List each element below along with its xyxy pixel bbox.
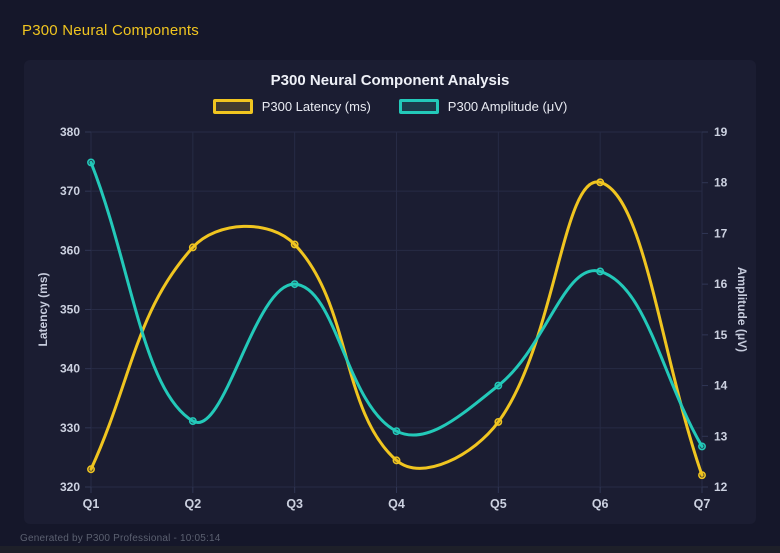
x-axis-tick-label: Q7 [694, 497, 711, 511]
x-axis-tick-label: Q2 [184, 497, 201, 511]
data-point-series-0[interactable] [290, 240, 299, 249]
data-point-series-1[interactable] [494, 381, 503, 390]
left-axis-tick-label: 340 [60, 362, 80, 376]
legend-item-latency[interactable]: P300 Latency (ms) [212, 99, 371, 114]
x-axis-tick-label: Q5 [490, 497, 507, 511]
legend-label-latency: P300 Latency (ms) [261, 99, 371, 114]
data-point-series-0[interactable] [698, 471, 706, 480]
left-axis-tick-label: 350 [60, 303, 80, 317]
data-point-series-0[interactable] [494, 417, 503, 426]
right-axis-title: Amplitude (μV) [735, 267, 749, 352]
data-point-series-1[interactable] [87, 158, 95, 167]
footer-note: Generated by P300 Professional - 10:05:1… [20, 533, 221, 544]
chart-panel: 320 330 340 350 360 370 380 12 13 14 15 16 17 18 19 Q1 Q… [24, 60, 756, 524]
legend-swatch-latency [212, 99, 253, 114]
left-axis-tick-label: 380 [60, 125, 80, 139]
right-axis-tick-label: 16 [714, 277, 728, 291]
line-chart-canvas: 320 330 340 350 360 370 380 12 13 14 15 16 17 18 19 Q1 Q… [36, 125, 749, 511]
right-axis-tick-label: 14 [714, 379, 728, 393]
left-axis-tick-label: 360 [60, 243, 80, 257]
x-axis-tick-label: Q6 [592, 497, 609, 511]
x-axis-tick-label: Q4 [388, 497, 405, 511]
data-point-series-1[interactable] [290, 280, 299, 289]
data-point-series-1[interactable] [698, 442, 706, 451]
left-axis-tick-label: 330 [60, 421, 80, 435]
x-axis-tick-label: Q3 [286, 497, 303, 511]
legend-swatch-amplitude [398, 99, 439, 114]
series-line-1 [89, 160, 704, 448]
data-point-series-1[interactable] [596, 267, 605, 276]
data-point-series-1[interactable] [188, 417, 197, 426]
chart-title: P300 Neural Component Analysis [270, 72, 510, 89]
left-axis-tick-label: 320 [60, 480, 80, 494]
bottom-strip [0, 546, 780, 553]
right-axis-tick-label: 12 [714, 480, 728, 494]
x-axis-tick-label: Q1 [83, 497, 100, 511]
left-axis-title: Latency (ms) [36, 272, 50, 346]
legend-item-amplitude[interactable]: P300 Amplitude (μV) [398, 99, 568, 114]
left-axis-tick-label: 370 [60, 184, 80, 198]
data-point-series-0[interactable] [188, 243, 197, 252]
data-point-series-0[interactable] [87, 465, 95, 474]
series-line-0 [89, 180, 704, 477]
right-axis-tick-label: 15 [714, 328, 728, 342]
right-axis-tick-label: 13 [714, 429, 728, 443]
right-axis-tick-label: 17 [714, 226, 728, 240]
chart-legend: P300 Latency (ms) P300 Amplitude (μV) [24, 99, 756, 114]
right-axis-tick-label: 18 [714, 176, 728, 190]
legend-label-amplitude: P300 Amplitude (μV) [447, 99, 568, 114]
data-point-series-1[interactable] [392, 427, 401, 436]
right-axis-tick-label: 19 [714, 125, 728, 139]
page-title: P300 Neural Components [22, 22, 200, 39]
data-point-series-0[interactable] [392, 456, 401, 465]
data-point-series-0[interactable] [596, 178, 605, 187]
